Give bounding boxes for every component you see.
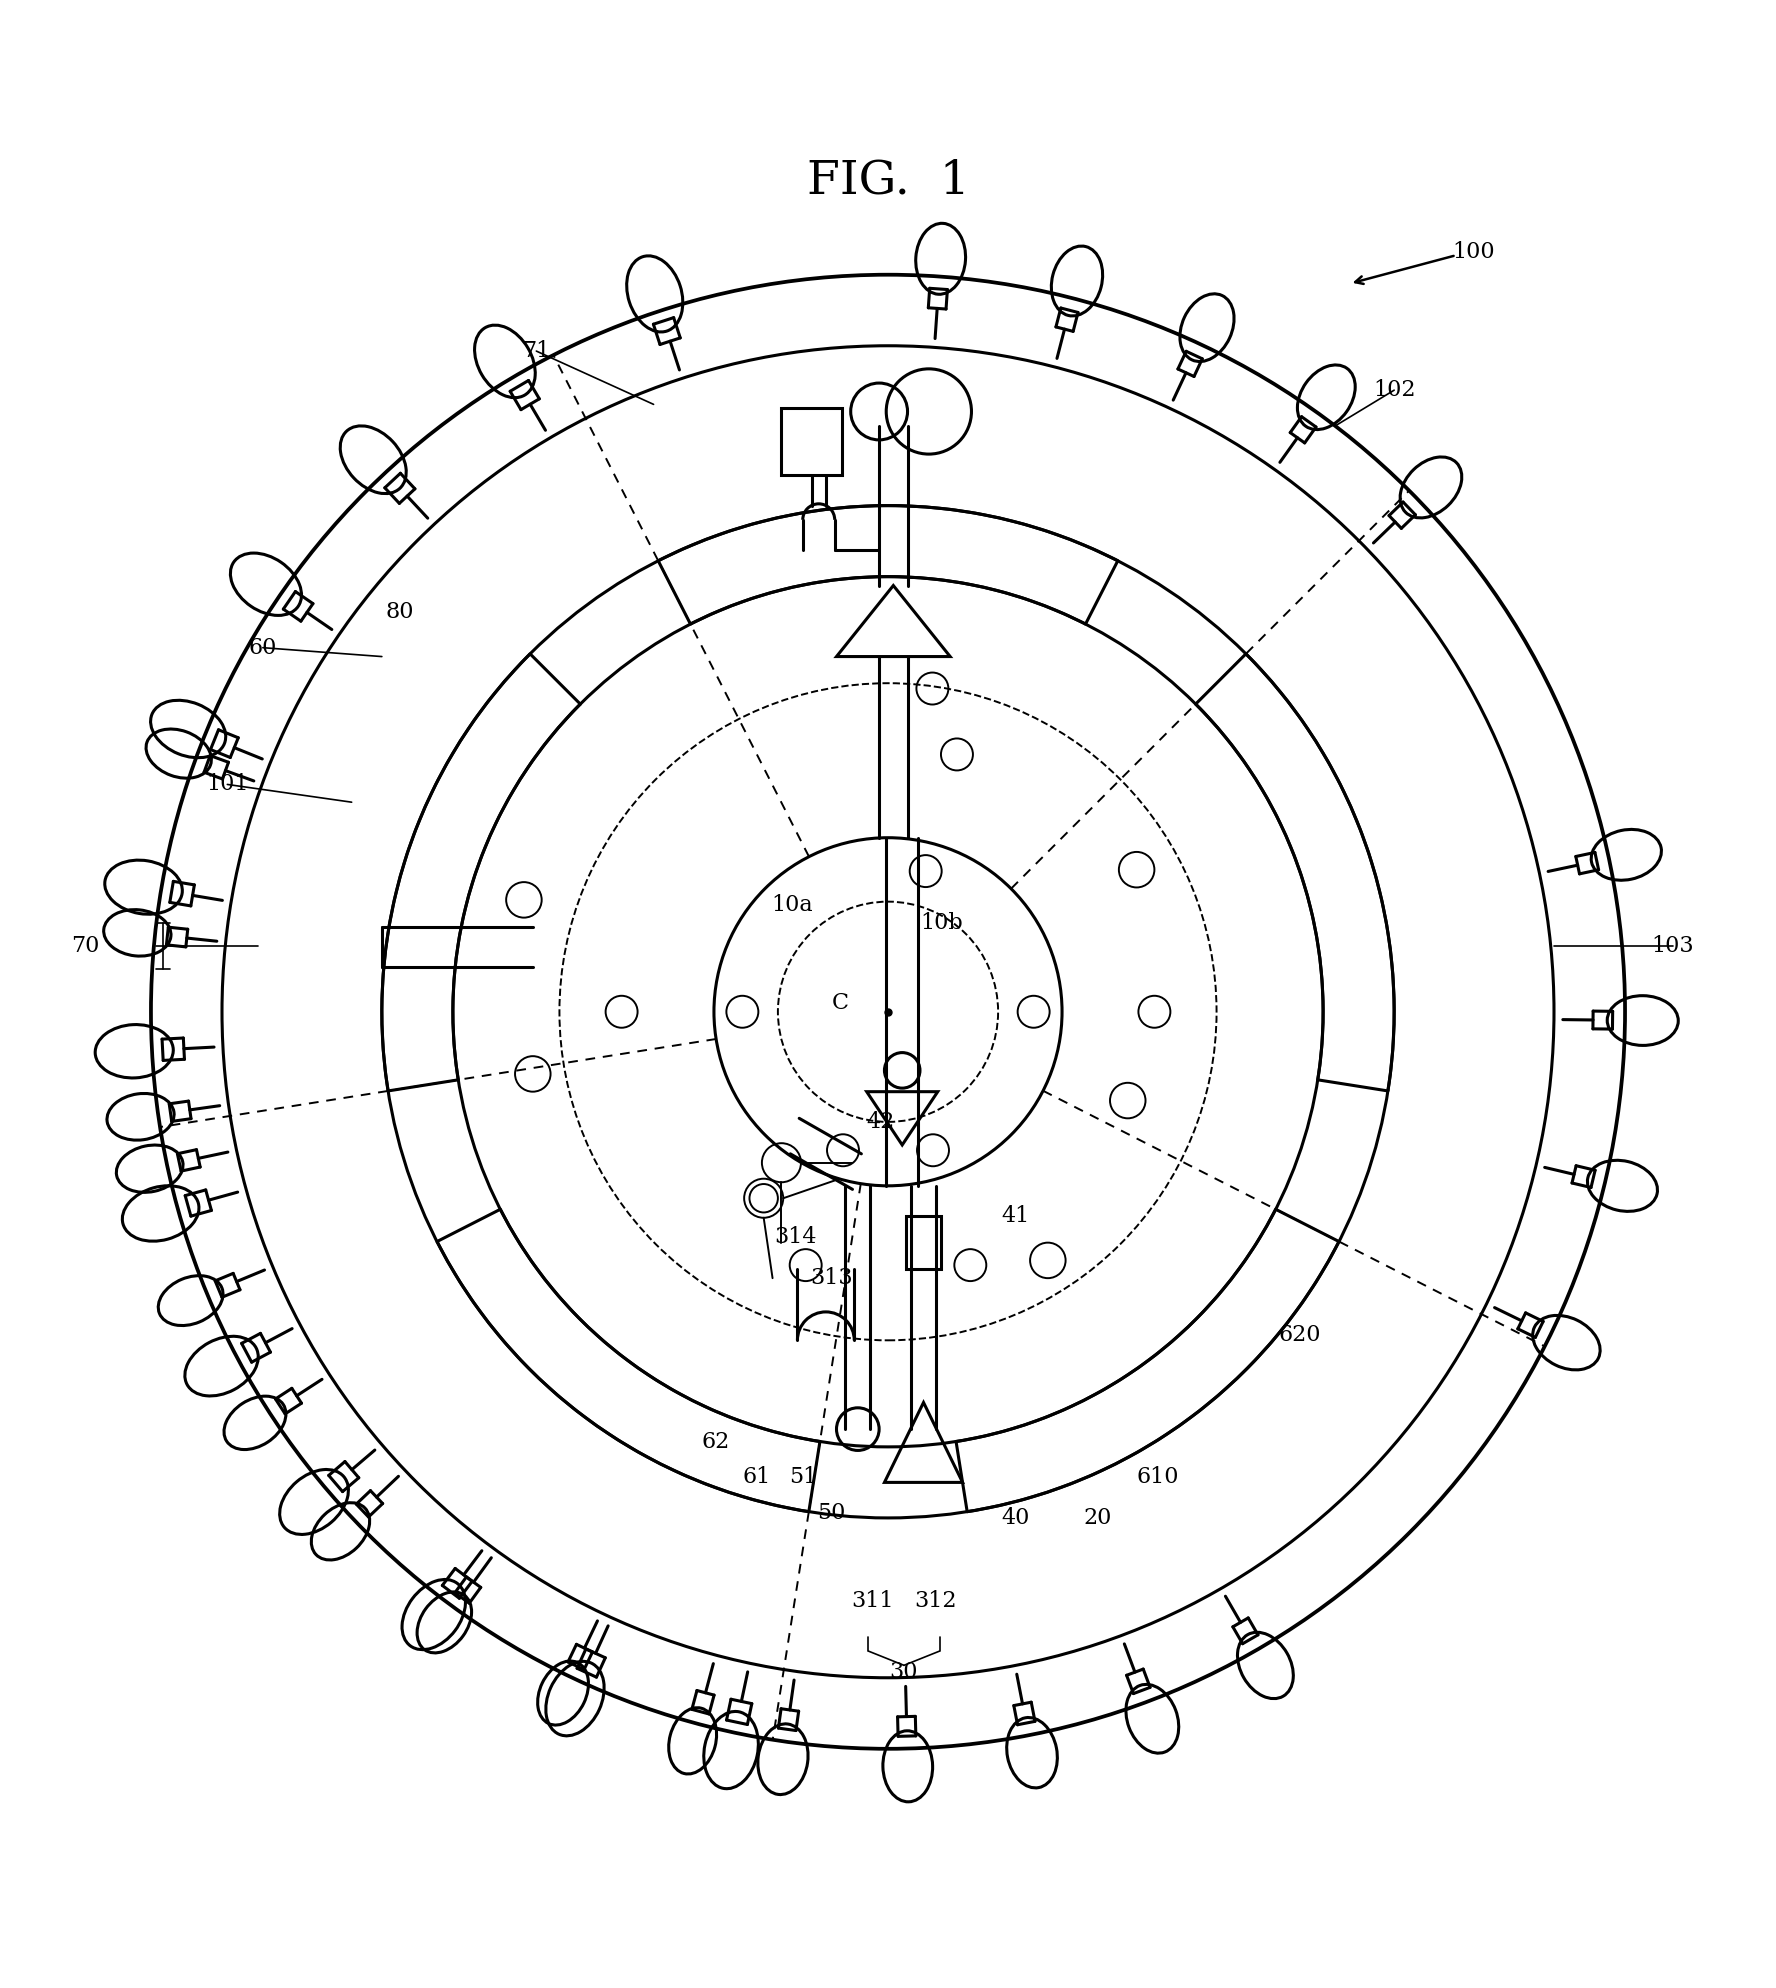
Text: 30: 30 (890, 1662, 918, 1684)
Text: 312: 312 (915, 1590, 957, 1612)
Bar (781, 408, 842, 475)
Text: 313: 313 (810, 1266, 852, 1288)
Text: 610: 610 (1137, 1465, 1179, 1489)
Text: 70: 70 (71, 934, 99, 956)
Text: 102: 102 (1373, 380, 1415, 402)
Text: 42: 42 (867, 1111, 895, 1133)
Text: FIG.  1: FIG. 1 (806, 157, 970, 203)
Text: 61: 61 (742, 1465, 771, 1489)
Text: 100: 100 (1453, 241, 1495, 262)
Text: C: C (831, 992, 849, 1014)
Text: 10b: 10b (920, 912, 963, 934)
Text: 50: 50 (817, 1501, 845, 1523)
Text: 10a: 10a (771, 895, 813, 916)
Text: 60: 60 (249, 636, 277, 658)
Text: 80: 80 (385, 600, 414, 622)
Text: 51: 51 (789, 1465, 817, 1489)
Text: 62: 62 (702, 1431, 730, 1453)
Text: 40: 40 (1002, 1507, 1030, 1529)
Text: 311: 311 (851, 1590, 893, 1612)
Text: 41: 41 (1002, 1205, 1030, 1227)
Text: 71: 71 (522, 340, 551, 362)
Text: 20: 20 (1083, 1507, 1112, 1529)
Text: 103: 103 (1652, 934, 1694, 956)
Text: 314: 314 (774, 1227, 817, 1248)
Text: 620: 620 (1279, 1324, 1321, 1346)
Bar (906, 1217, 941, 1268)
Text: 101: 101 (206, 773, 249, 795)
